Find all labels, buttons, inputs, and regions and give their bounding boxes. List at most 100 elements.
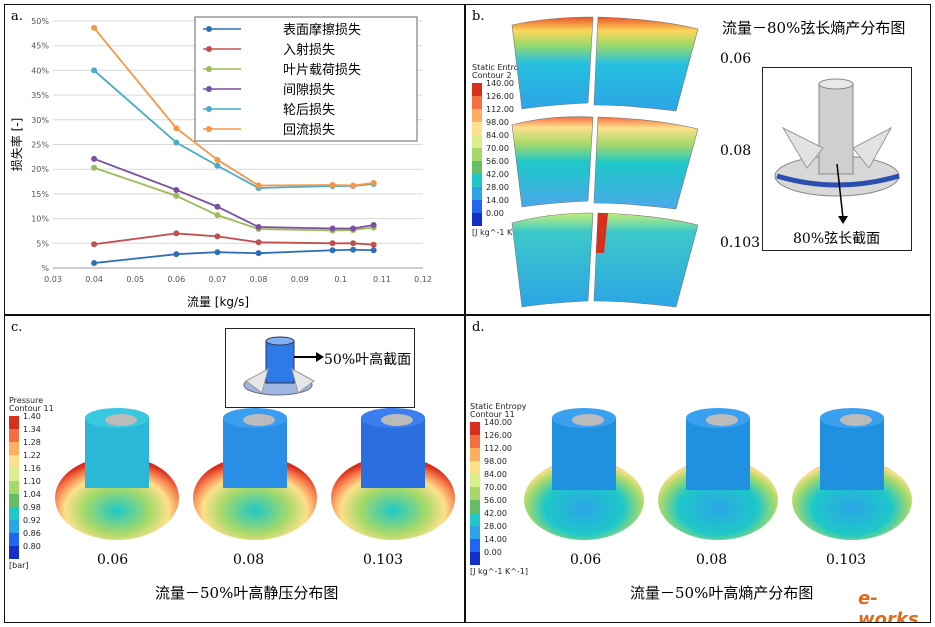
data-point <box>214 203 221 210</box>
legend-unit: [J kg^-1 K^-1] <box>470 567 529 576</box>
impeller-inset-c: 50%叶高截面 <box>225 328 415 408</box>
data-point <box>370 241 377 248</box>
legend-swatch <box>472 109 482 122</box>
legend-value: 0.00 <box>484 548 502 557</box>
legend-subtitle: Contour 2 <box>472 71 512 80</box>
legend-value: 42.00 <box>484 509 507 518</box>
legend-value: 28.00 <box>486 183 509 192</box>
y-tick-label: 30% <box>31 116 49 125</box>
x-tick-label: 0.06 <box>167 275 185 284</box>
legend-swatch <box>9 429 19 442</box>
legend-marker <box>206 106 212 112</box>
data-point <box>91 155 98 162</box>
data-point <box>173 251 180 258</box>
legend-swatch <box>9 507 19 520</box>
legend-label: 轮后损失 <box>283 103 335 118</box>
data-point <box>214 162 221 169</box>
data-point <box>350 182 357 189</box>
legend-value: 1.04 <box>23 490 41 499</box>
panel-b-label: b. <box>472 9 485 24</box>
legend-value: 70.00 <box>486 144 509 153</box>
panel-a: a. % 5% 10% 15% 20% 25% 30% 35% 40% 45% 50% 0.03 0.0… <box>4 4 465 315</box>
data-point <box>350 240 357 247</box>
series-line <box>93 166 374 232</box>
legend-marker <box>206 46 212 52</box>
panel-b-flow-3: 0.103 <box>720 235 761 251</box>
legend-value: 0.86 <box>23 529 41 538</box>
legend-label: 回流损失 <box>283 123 335 138</box>
legend-swatch <box>9 468 19 481</box>
data-point <box>370 180 377 187</box>
data-point <box>91 24 98 31</box>
legend-marker <box>206 86 212 92</box>
panel-c-flow-2: 0.08 <box>233 552 265 568</box>
x-tick-label: 0.04 <box>85 275 103 284</box>
legend-value: 56.00 <box>484 496 507 505</box>
legend-swatch <box>472 148 482 161</box>
data-point <box>329 247 336 254</box>
legend-subtitle: Contour 11 <box>9 404 54 413</box>
legend-swatch <box>470 500 480 513</box>
legend-swatch <box>470 513 480 526</box>
legend-swatch <box>470 461 480 474</box>
legend-value: 14.00 <box>486 196 509 205</box>
x-tick-label: 0.1 <box>334 275 347 284</box>
legend-label: 叶片载荷损失 <box>283 63 361 78</box>
panel-b-inset-label: 80%弦长截面 <box>793 231 881 247</box>
legend-swatch <box>9 520 19 533</box>
legend-swatch <box>472 135 482 148</box>
legend-value: 98.00 <box>484 457 507 466</box>
impeller-inset-b: 80%弦长截面 <box>762 67 912 251</box>
legend-swatch <box>472 187 482 200</box>
legend-value: 1.16 <box>23 464 41 473</box>
legend-unit: [bar] <box>9 561 29 570</box>
data-point <box>91 164 98 171</box>
legend-swatch <box>470 474 480 487</box>
x-tick-label: 0.03 <box>44 275 62 284</box>
legend-swatch <box>470 422 480 435</box>
legend-value: 112.00 <box>484 444 512 453</box>
legend-value: 1.28 <box>23 438 41 447</box>
legend-value: 1.22 <box>23 451 41 460</box>
legend-swatch <box>470 435 480 448</box>
data-point <box>214 212 221 219</box>
panel-d: d. Static Entropy Contour 11 140.00 126.00 1… <box>465 315 931 623</box>
legend-box <box>194 16 418 142</box>
legend-value: 0.92 <box>23 516 41 525</box>
legend-swatch <box>470 487 480 500</box>
data-point <box>173 192 180 199</box>
loss-chart: % 5% 10% 15% 20% 25% 30% 35% 40% 45% 50% 0.03 0.04 0.… <box>9 16 432 309</box>
y-tick-label: 5% <box>36 239 49 248</box>
legend-swatch <box>472 122 482 135</box>
legend-swatch <box>470 539 480 552</box>
legend-marker <box>206 26 212 32</box>
data-point <box>91 260 98 267</box>
panel-b-title: 流量－80%弦长熵产分布图 <box>722 19 906 37</box>
x-tick-label: 0.09 <box>291 275 309 284</box>
data-point <box>370 222 377 229</box>
panel-c-inset-label: 50%叶高截面 <box>324 352 412 368</box>
legend-value: 0.00 <box>486 209 504 218</box>
legend-swatch <box>9 546 19 559</box>
legend-swatch <box>9 442 19 455</box>
data-point <box>91 67 98 74</box>
panel-c-caption: 流量－50%叶高静压分布图 <box>155 584 339 602</box>
panel-d-flow-1: 0.06 <box>570 552 602 568</box>
legend-marker <box>206 126 212 132</box>
panel-b-flow-1: 0.06 <box>720 51 752 67</box>
legend-value: 84.00 <box>486 131 509 140</box>
legend-value: 0.98 <box>23 503 41 512</box>
legend-label: 入射损失 <box>283 42 335 58</box>
legend-value: 126.00 <box>486 92 514 101</box>
y-tick-label: 20% <box>31 165 49 174</box>
data-point <box>350 246 357 253</box>
panel-d-caption: 流量－50%叶高熵产分布图 <box>630 584 814 602</box>
data-point <box>370 247 377 254</box>
x-tick-label: 0.08 <box>250 275 268 284</box>
legend-swatch <box>9 533 19 546</box>
legend-swatch <box>472 96 482 109</box>
legend-swatch <box>472 174 482 187</box>
y-tick-label: % <box>41 264 49 273</box>
impeller-icon <box>774 78 900 224</box>
panel-c: c. 50%叶高截面 Pressure Contour 11 1.40 1.34 1.2… <box>4 315 465 623</box>
